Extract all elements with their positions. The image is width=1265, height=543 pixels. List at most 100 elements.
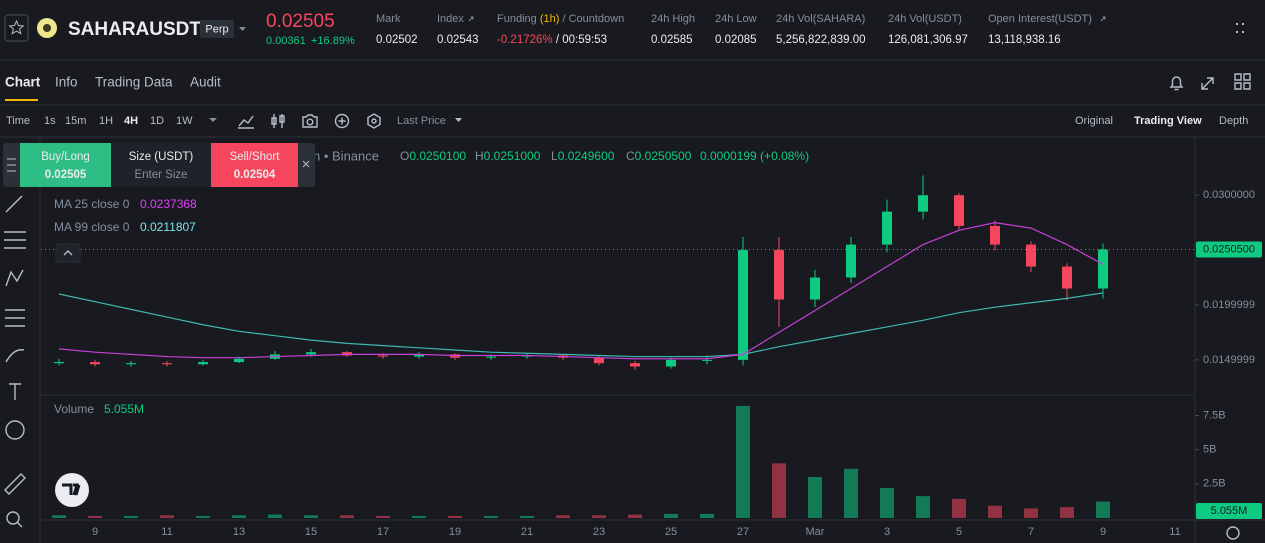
price-change-pct: +16.89%: [311, 35, 355, 47]
chart-type-button[interactable]: [271, 114, 285, 128]
stat-label: Funding: [497, 13, 537, 25]
sell-label: Sell/Short: [230, 151, 281, 163]
candle-body: [306, 352, 316, 355]
interval[interactable]: 4H: [124, 115, 138, 127]
alert-button[interactable]: [1169, 76, 1184, 91]
settings-button[interactable]: [367, 113, 381, 129]
favorite-button[interactable]: [4, 14, 29, 42]
candle-body: [594, 357, 604, 364]
candle-body: [90, 362, 100, 365]
x-tick-label: 15: [305, 526, 317, 538]
ohlc-key: L: [551, 149, 558, 163]
sell-button[interactable]: [211, 143, 298, 187]
text-tool[interactable]: [9, 383, 21, 400]
link-icon[interactable]: [468, 16, 474, 22]
tradingview-logo-mark: [62, 483, 81, 496]
candle-body: [774, 250, 784, 300]
x-tick-label: 7: [1028, 526, 1034, 538]
tab[interactable]: Info: [55, 75, 78, 90]
symbol[interactable]: SAHARAUSDT: [68, 19, 201, 40]
interval[interactable]: 1W: [176, 115, 193, 127]
candle-body: [1062, 266, 1072, 289]
volume-bar: [160, 515, 174, 518]
symbol-caret[interactable]: [239, 27, 246, 31]
volume-bar: [304, 515, 318, 518]
axis-settings[interactable]: [1226, 526, 1240, 540]
pattern-tool[interactable]: [5, 269, 24, 287]
price-type-caret[interactable]: [455, 118, 462, 122]
tabs: Chart Info Trading Data Audit: [5, 75, 221, 90]
y-tick-label: 0.0199999: [1203, 299, 1255, 311]
candle-body: [126, 363, 136, 365]
volume-bar: [1060, 507, 1074, 518]
collapse-icon: [63, 250, 73, 256]
stat-label: / Countdown: [562, 13, 624, 25]
ohlc-value: 0.0250100: [409, 149, 466, 163]
fib-tool[interactable]: [5, 309, 25, 327]
size-placeholder: Enter Size: [134, 169, 187, 181]
trend-line-tool[interactable]: [5, 195, 23, 213]
tab[interactable]: Chart: [5, 75, 41, 90]
close-panel[interactable]: [302, 160, 310, 168]
interval-caret[interactable]: [209, 118, 217, 122]
stat-value: 126,081,306.97: [888, 34, 968, 46]
indicators-button[interactable]: [238, 115, 254, 129]
interval[interactable]: 1H: [99, 115, 113, 127]
stat-label: 24h High: [651, 13, 695, 25]
x-tick-label: 11: [161, 526, 172, 538]
tab[interactable]: Audit: [190, 75, 221, 90]
emoji-tool[interactable]: [5, 420, 25, 440]
more-button[interactable]: [1236, 23, 1244, 33]
ma25-line: [58, 222, 1104, 360]
view-option[interactable]: Depth: [1219, 115, 1248, 127]
ruler-tool[interactable]: [4, 473, 26, 495]
x-tick-label: 21: [521, 526, 533, 538]
x-tick-label: 9: [92, 526, 98, 538]
volume-bar: [772, 463, 786, 518]
ohlc-value: 0.0250500: [635, 149, 692, 163]
funding-rate: -0.21726%: [497, 34, 553, 46]
tab[interactable]: Trading Data: [95, 75, 173, 90]
view-option[interactable]: Original: [1075, 115, 1113, 127]
ohlc-item: H0.0251000: [475, 149, 541, 163]
volume-bar: [196, 515, 210, 518]
ohlc-item: C0.0250500: [626, 149, 692, 163]
candle-body: [486, 356, 496, 358]
view-option[interactable]: Trading View: [1134, 115, 1202, 127]
layout-button[interactable]: [1234, 73, 1251, 90]
fullscreen-button[interactable]: [1201, 77, 1214, 90]
badge-bg: [200, 20, 234, 38]
last-price-tag: [1196, 241, 1262, 258]
ohlc-item: O0.0250100: [400, 149, 466, 163]
stat-value: 0.02585: [651, 34, 693, 46]
interval[interactable]: 1D: [150, 115, 164, 127]
volume-tick-label: 2.5B: [1203, 478, 1226, 490]
candle-body: [630, 363, 640, 367]
screenshot-button[interactable]: [302, 114, 318, 128]
ma25-value: 0.0237368: [140, 197, 197, 211]
stat-label: Open Interest(USDT): [988, 13, 1092, 25]
zoom-tool[interactable]: [6, 511, 20, 525]
link-icon[interactable]: [1100, 16, 1106, 22]
add-button[interactable]: [334, 113, 350, 129]
volume-tag-label: 5.055M: [1211, 505, 1248, 517]
interval[interactable]: 1s: [44, 115, 56, 127]
volume-bar: [88, 515, 102, 518]
interval-label: Time: [6, 115, 30, 127]
brush-tool[interactable]: [5, 349, 25, 363]
ohlc-value: 0.0251000: [484, 149, 541, 163]
collapse-legend[interactable]: [55, 243, 81, 263]
lines-tool[interactable]: [4, 231, 26, 249]
size-input[interactable]: [111, 143, 211, 187]
ohlc-key: C: [626, 149, 635, 163]
candle-body: [162, 363, 172, 365]
stat-value: 5,256,822,839.00: [776, 34, 866, 46]
volume-bar: [52, 515, 66, 518]
buy-button[interactable]: [20, 143, 111, 187]
price-type[interactable]: Last Price: [397, 115, 446, 127]
volume-bar: [412, 515, 426, 518]
drag-handle[interactable]: [7, 158, 16, 172]
interval[interactable]: 15m: [65, 115, 86, 127]
